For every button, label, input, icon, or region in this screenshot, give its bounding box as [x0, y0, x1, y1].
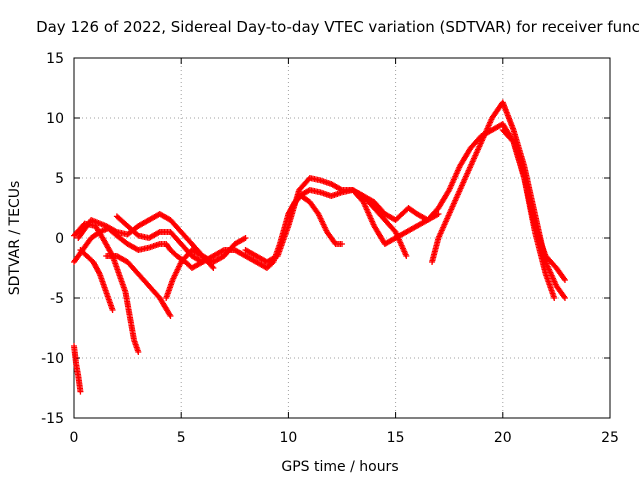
y-tick-label: 10 — [46, 111, 64, 127]
series-track-2 — [77, 247, 116, 313]
data-point — [210, 265, 217, 271]
series-track-3 — [71, 343, 84, 395]
x-tick-label: 5 — [177, 430, 186, 446]
y-tick-label: 15 — [46, 51, 64, 67]
data-point — [219, 247, 226, 254]
axis-ticks: 0 5 10 15 20 25 -15 -10 -5 0 5 10 15 — [41, 51, 619, 446]
y-tick-label: -10 — [41, 351, 64, 367]
data-marks — [71, 99, 568, 395]
data-point — [561, 277, 568, 283]
data-point — [112, 228, 119, 235]
data-point — [339, 241, 345, 247]
data-point — [551, 295, 558, 301]
y-axis-label: SDTVAR / TECUs — [7, 181, 23, 296]
data-point — [209, 263, 216, 270]
data-point — [199, 259, 206, 265]
data-point — [155, 229, 162, 236]
series-track-9 — [242, 175, 442, 265]
x-tick-label: 15 — [387, 430, 405, 446]
data-point — [242, 235, 249, 241]
series-track-5 — [103, 253, 174, 319]
data-point — [435, 211, 442, 217]
data-point — [77, 388, 84, 395]
data-point — [561, 293, 568, 300]
data-point — [561, 275, 568, 282]
data-point — [241, 235, 248, 242]
data-point — [167, 313, 174, 319]
y-tick-label: 0 — [55, 231, 64, 247]
data-point — [96, 269, 103, 276]
series-track-7 — [75, 211, 249, 265]
series-track-12 — [429, 99, 568, 301]
y-tick-label: 5 — [55, 171, 64, 187]
x-tick-label: 10 — [279, 430, 297, 446]
y-tick-label: -5 — [50, 291, 64, 307]
x-tick-label: 20 — [494, 430, 512, 446]
series-track-4 — [71, 193, 345, 271]
x-tick-label: 25 — [601, 430, 619, 446]
data-point — [403, 253, 410, 259]
x-axis-label: GPS time / hours — [281, 459, 398, 475]
series-track-8 — [113, 213, 206, 265]
series-track-10 — [285, 187, 410, 259]
series-track-13 — [499, 127, 568, 283]
data-point — [135, 349, 142, 355]
x-tick-label: 0 — [70, 430, 79, 446]
chart-title: Day 126 of 2022, Sidereal Day-to-day VTE… — [36, 18, 640, 36]
data-point — [561, 295, 568, 301]
data-point — [198, 258, 205, 265]
y-tick-label: -15 — [41, 411, 64, 427]
data-point — [109, 307, 116, 313]
